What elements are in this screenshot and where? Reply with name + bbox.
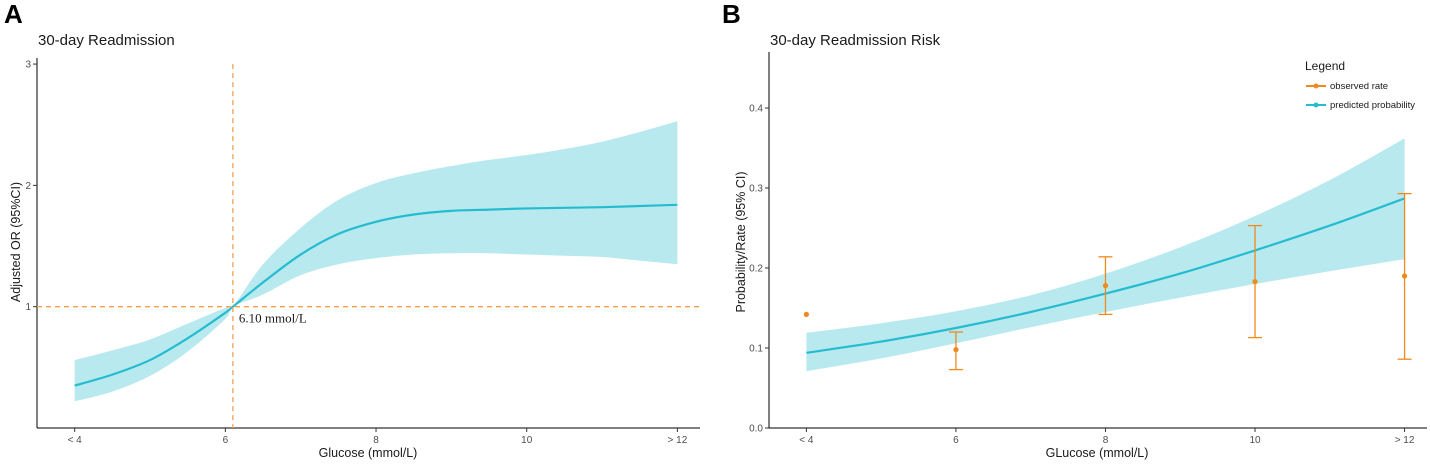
legend-label-observed-rate: observed rate [1330,81,1388,92]
chart-b-y-tick-label: 0.2 [749,264,763,275]
chart-a-y-tick-label: 1 [25,302,31,313]
chart-a-x-tick-label: 10 [521,435,533,446]
chart-a-x-tick-label: 8 [373,435,379,446]
legend-dot-predicted-probability [1313,102,1319,108]
chart-b-x-tick-label: > 12 [1395,435,1415,446]
chart-a-xlabel: Glucose (mmol/L) [319,446,418,460]
legend-dot-observed-rate [1313,83,1319,89]
chart-a-x-tick-label: 6 [223,435,229,446]
chart-a-ci-band [74,121,678,402]
chart-b-x-tick-label: 10 [1249,435,1261,446]
chart-b-x-tick-label: < 4 [799,435,814,446]
chart-b-observed-point [1401,273,1408,279]
chart-b-y-tick-label: 0.4 [749,104,763,115]
chart-b-observed-point [1102,283,1109,289]
chart-a-plot: < 4 6 8 10 > 12 1 2 3 6.10 mmol/L [25,58,700,446]
chart-a-y-tick-label: 2 [25,181,31,192]
panel-a-letter: A [4,0,23,29]
chart-b-observed-point [953,347,959,353]
chart-a-x-tick-label: < 4 [68,435,83,446]
legend-label-predicted-probability: predicted probability [1330,100,1415,111]
chart-b-x-tick-label: 6 [953,435,959,446]
chart-b-observed-point [1252,279,1258,285]
chart-a-y-tick-label: 3 [25,60,31,71]
chart-b-legend: Legend observed rate predicted probabili… [1305,59,1415,111]
chart-a-or-line [74,203,678,387]
chart-b-x-tick-label: 8 [1103,435,1109,446]
panel-b-letter: B [722,0,741,29]
chart-b-plot: < 4 6 8 10 > 12 0.0 0.1 0.2 0.3 0.4 [749,52,1427,446]
chart-b-y-tick-label: 0.0 [749,424,763,435]
chart-b-y-tick-label: 0.1 [749,344,763,355]
chart-a-annotation: 6.10 mmol/L [239,311,307,326]
chart-a-x-tick-label: > 12 [668,435,688,446]
chart-b-ci-band [806,138,1405,372]
chart-b-xlabel: GLucose (mmol/L) [1046,446,1149,460]
chart-b-observed-point [803,311,809,317]
chart-b-y-tick-label: 0.3 [749,184,763,195]
chart-b-title: 30-day Readmission Risk [770,32,941,49]
chart-a-ylabel: Adjusted OR (95%CI) [9,182,23,302]
chart-b-ylabel: Probability/Rate (95% CI) [734,171,748,312]
chart-a-title: 30-day Readmission [38,32,175,49]
legend-title: Legend [1305,59,1345,73]
